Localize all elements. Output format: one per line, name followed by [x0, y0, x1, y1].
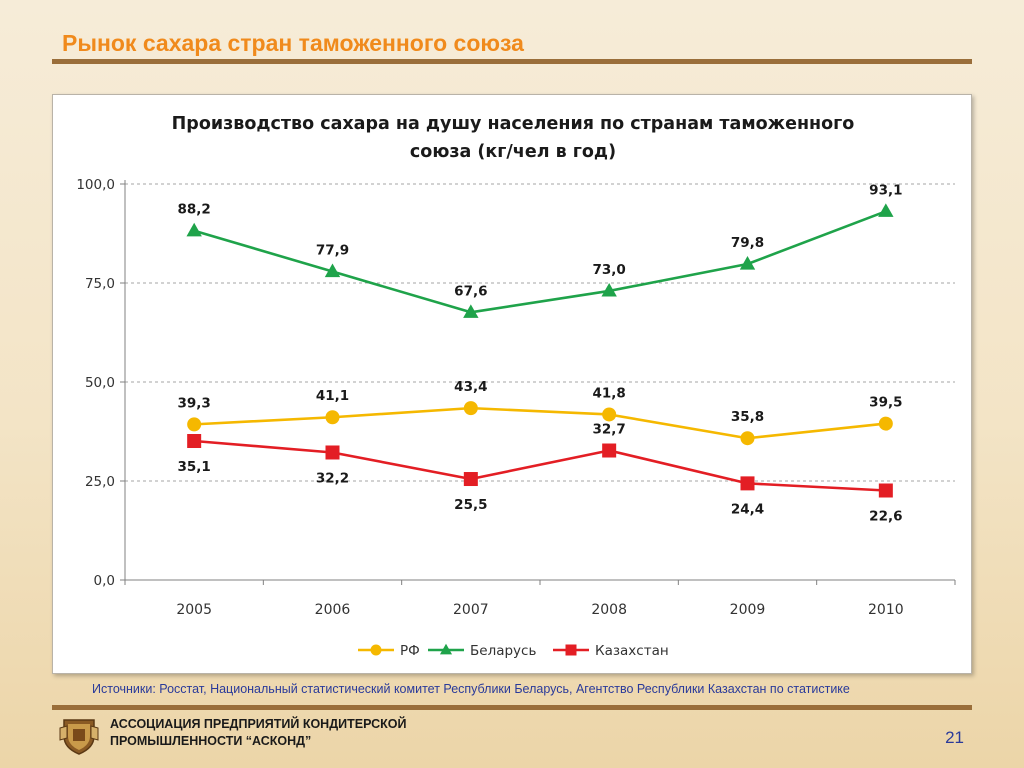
data-label: 41,8 [593, 385, 626, 401]
chart-panel: Производство сахара на душу населения по… [52, 94, 972, 674]
y-tick-label: 0,0 [94, 573, 115, 589]
legend-label: Казахстан [595, 643, 669, 659]
data-point [187, 417, 202, 432]
legend-label: РФ [400, 643, 420, 659]
legend-item-0: РФ [358, 643, 420, 659]
y-tick-label: 75,0 [85, 276, 115, 292]
chart-legend: РФ Беларусь Казахстан [358, 643, 669, 659]
chart-axes: 0,0 25,0 50,0 75,0 100,0 2005 2006 2007 2008 2009… [76, 177, 956, 618]
data-label: 25,5 [454, 497, 487, 513]
data-point [878, 483, 893, 498]
data-label: 39,3 [178, 395, 211, 411]
legend-marker [439, 643, 453, 655]
title-divider [52, 59, 972, 64]
data-point [325, 410, 340, 425]
x-tick-label: 2006 [315, 602, 351, 618]
data-label: 73,0 [593, 262, 626, 278]
data-point [740, 431, 755, 446]
data-label: 39,5 [869, 395, 902, 411]
footer-divider [52, 705, 972, 710]
data-label: 35,8 [731, 409, 764, 425]
data-point [739, 256, 756, 270]
data-point [463, 472, 478, 487]
slide-title: Рынок сахара стран таможенного союза [62, 30, 524, 56]
x-tick-label: 2005 [176, 602, 212, 618]
series-line [194, 406, 886, 440]
series-line [193, 210, 887, 314]
data-point [463, 401, 478, 416]
chart-gridlines [125, 183, 955, 482]
chart-title-line1: Производство сахара на душу населения по… [172, 114, 855, 134]
chart-title-line2: союза (кг/чел в год) [410, 142, 616, 162]
data-label: 24,4 [731, 501, 764, 517]
legend-item-2: Казахстан [553, 643, 669, 659]
organization-name-line1: АССОЦИАЦИЯ ПРЕДПРИЯТИЙ КОНДИТЕРСКОЙ [110, 717, 407, 731]
x-tick-label: 2008 [591, 602, 627, 618]
data-label: 77,9 [316, 243, 349, 259]
organization-name: АССОЦИАЦИЯ ПРЕДПРИЯТИЙ КОНДИТЕРСКОЙ ПРОМ… [110, 716, 406, 750]
legend-marker [370, 644, 382, 656]
data-label: 79,8 [731, 235, 764, 251]
data-point [601, 282, 617, 297]
x-tick-label: 2007 [453, 602, 489, 618]
line-chart: Производство сахара на душу населения по… [76, 114, 956, 659]
data-point [186, 222, 202, 237]
data-label: 93,1 [869, 182, 902, 198]
data-label: 22,6 [869, 509, 902, 525]
data-label: 43,4 [454, 379, 487, 395]
data-point [324, 263, 341, 278]
data-label: 35,1 [178, 459, 211, 475]
data-label: 32,7 [593, 422, 626, 438]
organization-name-line2: ПРОМЫШЛЕННОСТИ “АСКОНД” [110, 734, 312, 748]
series-0: 39,3 41,1 43,4 41,8 35,8 39,5 [178, 379, 902, 446]
y-tick-label: 25,0 [85, 474, 115, 490]
data-point [187, 434, 202, 449]
data-point [602, 443, 617, 458]
series-line [194, 439, 886, 492]
data-label: 41,1 [316, 388, 349, 404]
legend-label: Беларусь [470, 643, 536, 659]
data-point [463, 304, 479, 318]
data-label: 67,6 [454, 283, 487, 299]
page-number: 21 [945, 728, 964, 747]
legend-marker [565, 644, 577, 656]
crest-shield-icon [59, 719, 99, 755]
legend-item-1: Беларусь [428, 643, 536, 659]
data-point [325, 445, 340, 460]
data-point [740, 476, 755, 491]
series-1: 88,2 77,9 67,6 73,0 79,8 93,1 [178, 182, 902, 318]
sources-note: Источники: Росстат, Национальный статист… [92, 682, 850, 696]
data-point [878, 416, 893, 431]
y-tick-label: 50,0 [85, 375, 115, 391]
x-tick-label: 2009 [730, 602, 766, 618]
data-point [878, 203, 894, 217]
chart-series: 39,3 41,1 43,4 41,8 35,8 39,5 88,2 77,9 67,6 73,0… [178, 182, 903, 524]
data-point [602, 407, 617, 422]
data-label: 88,2 [178, 202, 211, 218]
series-2: 35,1 32,2 25,5 32,7 24,4 22,6 [178, 422, 903, 525]
data-label: 32,2 [316, 470, 349, 486]
x-tick-label: 2010 [868, 602, 904, 618]
y-tick-label: 100,0 [76, 177, 115, 193]
